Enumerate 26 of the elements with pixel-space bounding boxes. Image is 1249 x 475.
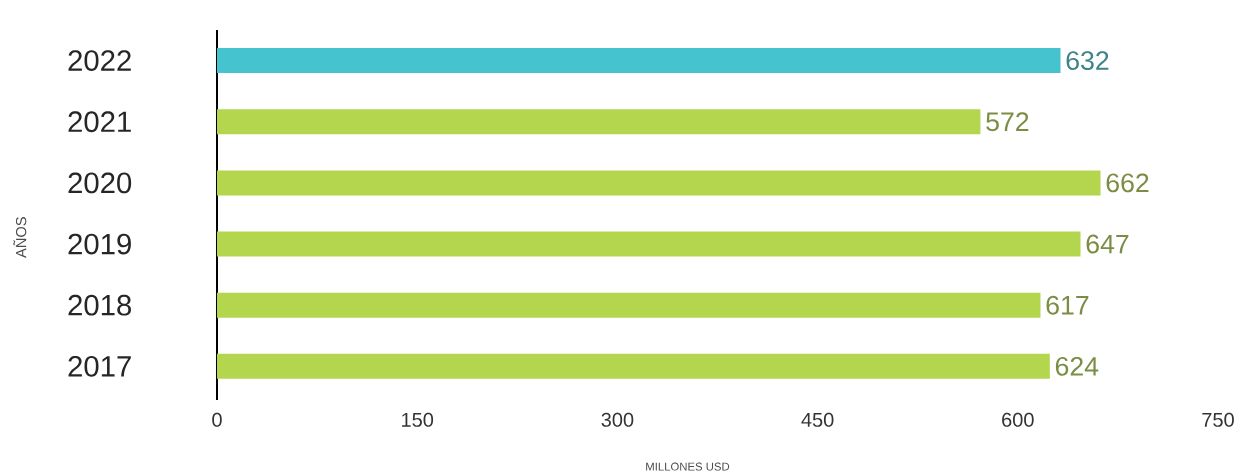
bar (217, 48, 1061, 74)
y-tick-label: 2018 (68, 294, 131, 316)
bar (217, 170, 1101, 196)
x-tick-label: 150 (402, 412, 434, 427)
y-tick-label: 2019 (68, 233, 131, 255)
x-axis-title: MILLONES USD (646, 462, 730, 471)
bar (217, 231, 1081, 257)
data-label: 617 (1046, 295, 1089, 315)
bar (217, 292, 1041, 318)
x-tick-label: 450 (801, 412, 834, 427)
data-label: 624 (1055, 356, 1099, 376)
y-tick-label: 2020 (68, 172, 132, 194)
x-tick-label: 750 (1202, 412, 1234, 427)
data-label: 632 (1066, 51, 1109, 70)
y-axis-title: AÑOS (13, 217, 27, 258)
y-tick-label: 2022 (68, 50, 131, 71)
data-label: 647 (1086, 234, 1129, 254)
bar (217, 109, 981, 135)
y-tick-label: 2017 (68, 355, 131, 377)
data-label: 572 (986, 112, 1029, 132)
x-tick-label: 300 (601, 412, 634, 427)
data-label: 662 (1106, 173, 1149, 193)
x-tick-label: 0 (212, 412, 222, 427)
x-tick-label: 600 (1002, 412, 1034, 427)
bar (217, 353, 1050, 379)
y-tick-label: 2021 (68, 111, 131, 133)
